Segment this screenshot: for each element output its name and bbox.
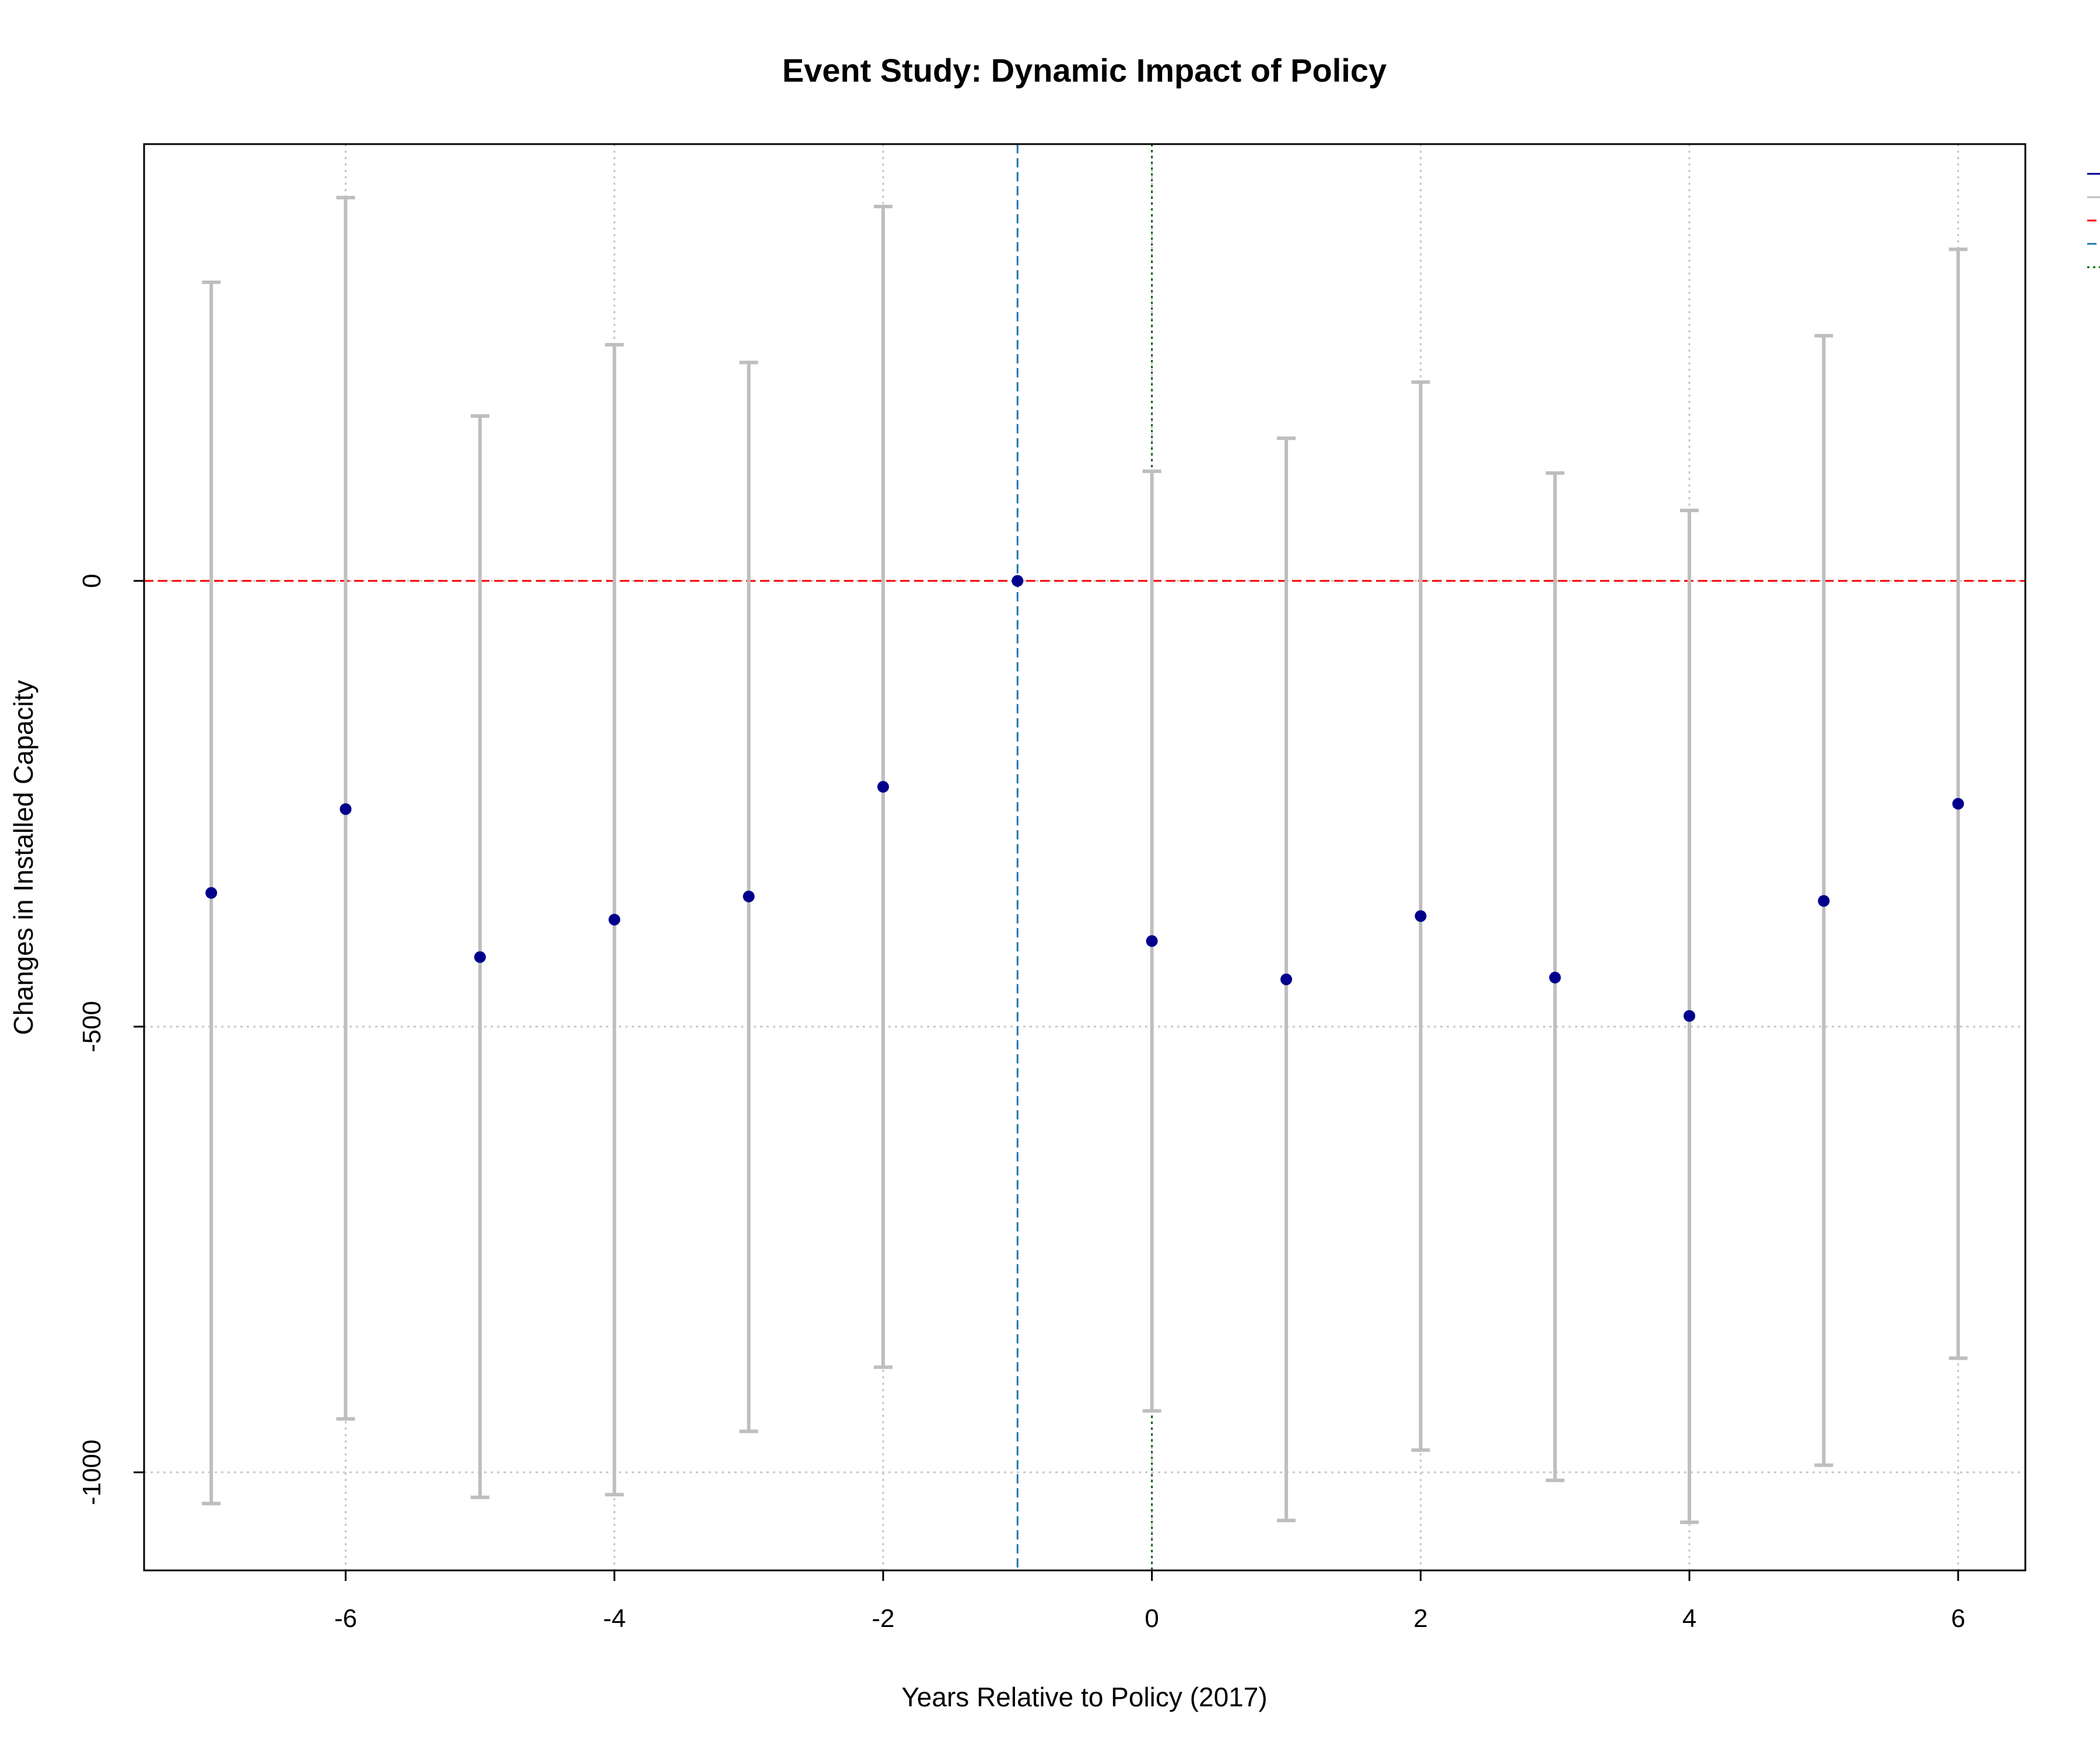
point-estimate	[877, 781, 889, 793]
y-tick-label: -1000	[78, 1440, 106, 1506]
x-tick-label: -4	[603, 1604, 626, 1633]
grid-lines	[144, 144, 2025, 1570]
x-tick-label: 0	[1144, 1604, 1158, 1633]
y-tick-label: -500	[78, 1001, 106, 1052]
point-estimate	[1952, 797, 1964, 810]
axes: -6 -4 -2 0 2 4 6 0 -500 -1000	[78, 143, 2027, 1633]
point-estimate	[1818, 895, 1830, 907]
point-estimate	[743, 890, 755, 902]
point-estimate	[608, 914, 621, 926]
point-estimate	[1549, 971, 1561, 984]
reference-lines	[144, 144, 2025, 1570]
point-estimate	[1415, 910, 1427, 922]
y-axis-label: Changes in Installed Capacity	[8, 680, 38, 1035]
y-tick-label: 0	[78, 574, 106, 588]
x-tick-label: -2	[872, 1604, 894, 1633]
point-estimate	[1012, 575, 1024, 587]
x-tick-label: -6	[334, 1604, 357, 1633]
chart-title: Event Study: Dynamic Impact of Policy	[782, 52, 1387, 89]
x-tick-label: 6	[1951, 1604, 1965, 1633]
point-estimate	[340, 803, 352, 815]
confidence-intervals	[202, 195, 1968, 1524]
point-estimate	[1684, 1010, 1696, 1022]
legend	[2087, 173, 2100, 268]
x-axis-label: Years Relative to Policy (2017)	[901, 1682, 1267, 1712]
point-estimate	[205, 887, 218, 899]
point-estimate	[1280, 973, 1293, 985]
point-estimates	[205, 575, 1964, 1022]
point-estimate	[474, 951, 486, 963]
x-tick-label: 2	[1413, 1604, 1427, 1633]
plot-frame	[143, 143, 2027, 1572]
x-tick-label: 4	[1682, 1604, 1696, 1633]
point-estimate	[1146, 935, 1158, 947]
